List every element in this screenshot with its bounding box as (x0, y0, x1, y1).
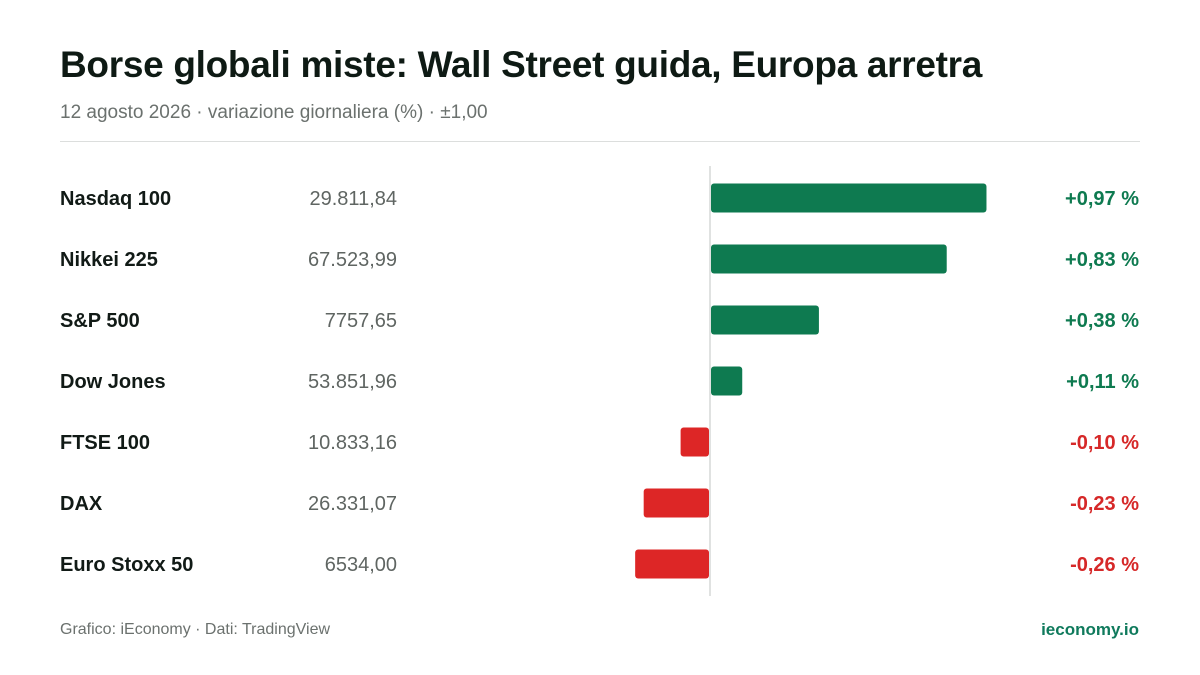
header-divider (60, 141, 1140, 142)
index-level: 26.331,07 (308, 493, 397, 515)
data-bar (643, 488, 709, 518)
index-level: 29.811,84 (310, 188, 398, 210)
data-bar (711, 244, 947, 274)
data-bar (711, 366, 743, 396)
category-label: Euro Stoxx 50 (60, 554, 193, 576)
category-label: FTSE 100 (60, 432, 150, 454)
index-level: 6534,00 (325, 554, 397, 576)
brand-link[interactable]: ieconomy.io (1041, 620, 1139, 639)
chart-subtitle: 12 agosto 2026 · variazione giornaliera … (60, 102, 488, 123)
source-credit: Grafico: iEconomy · Dati: TradingView (60, 621, 331, 638)
data-bar (711, 305, 819, 335)
value-label: -0,10 % (1070, 432, 1139, 454)
value-label: +0,97 % (1065, 188, 1139, 210)
data-bar (680, 427, 709, 457)
value-label: +0,11 % (1066, 371, 1139, 393)
index-level: 10.833,16 (308, 432, 397, 454)
category-label: Dow Jones (60, 371, 166, 393)
category-label: S&P 500 (60, 310, 140, 332)
value-label: +0,83 % (1065, 249, 1139, 271)
value-label: +0,38 % (1065, 310, 1139, 332)
category-label: DAX (60, 493, 103, 515)
category-label: Nikkei 225 (60, 249, 158, 271)
value-label: -0,26 % (1070, 554, 1139, 576)
chart-title: Borse globali miste: Wall Street guida, … (60, 44, 983, 85)
value-label: -0,23 % (1070, 493, 1139, 515)
index-level: 53.851,96 (308, 371, 397, 393)
index-level: 7757,65 (325, 310, 397, 332)
data-bar (711, 183, 987, 213)
category-label: Nasdaq 100 (60, 188, 171, 210)
index-level: 67.523,99 (308, 249, 397, 271)
data-bar (635, 549, 709, 579)
